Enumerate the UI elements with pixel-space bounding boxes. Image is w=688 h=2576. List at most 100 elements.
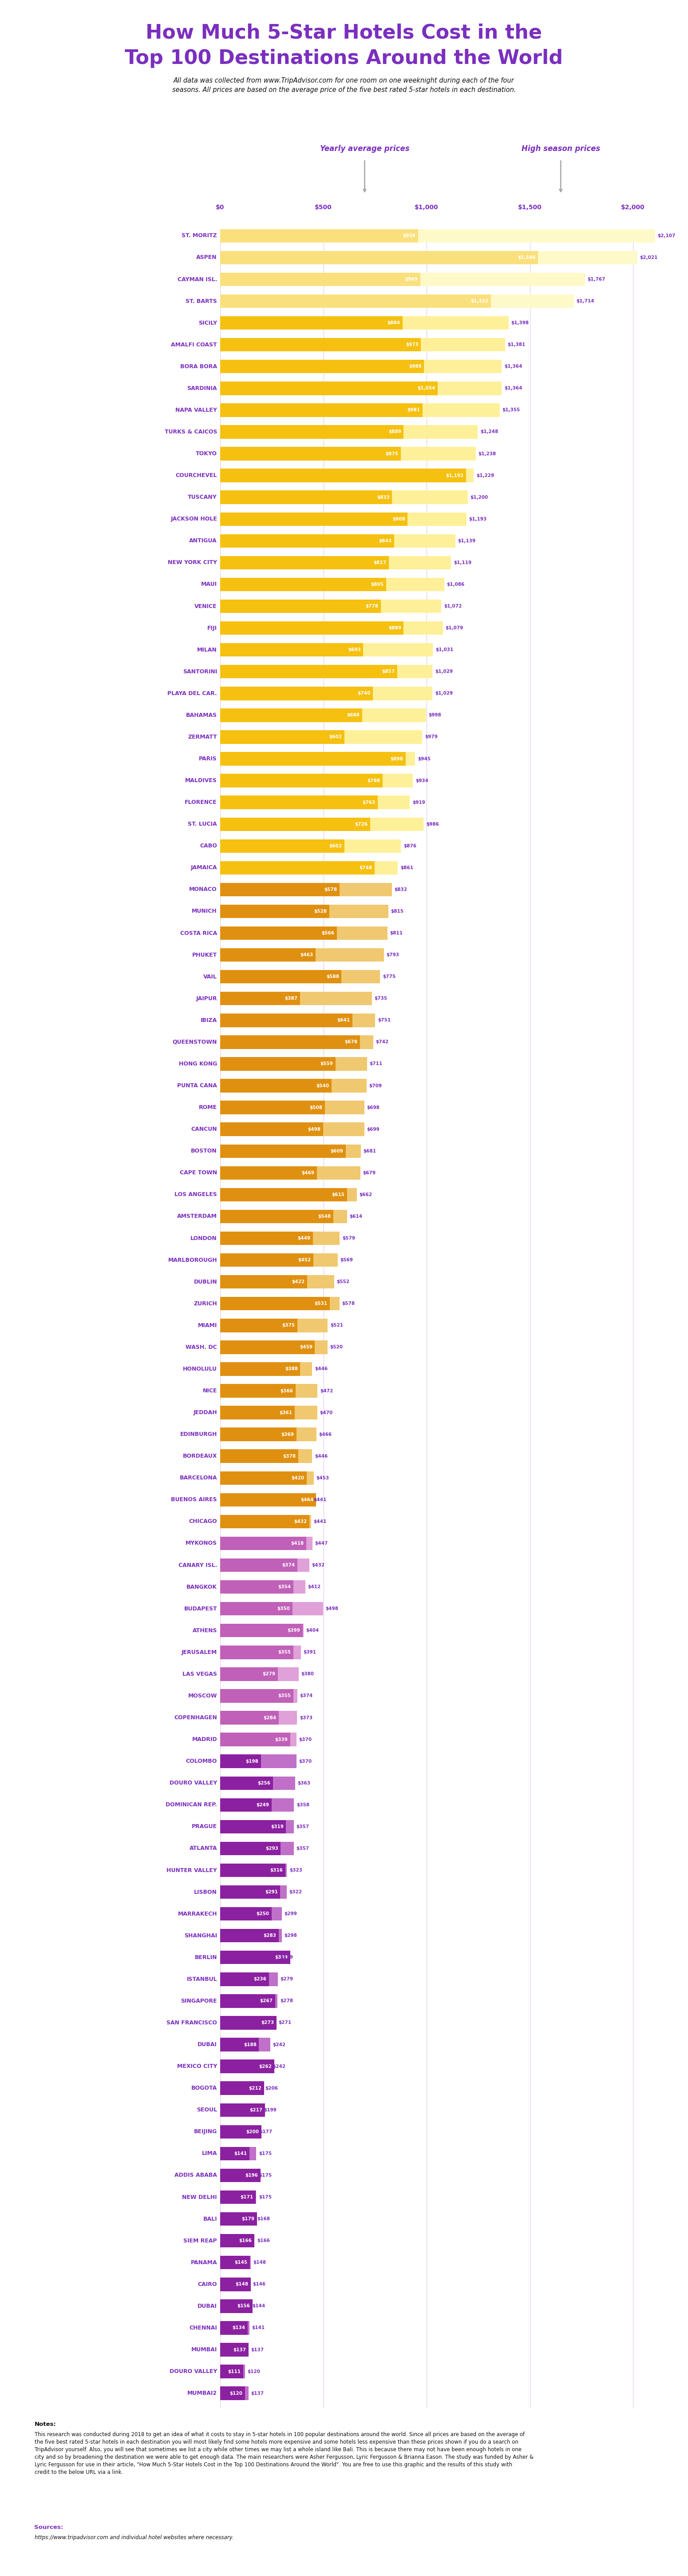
Text: $171: $171 (240, 2195, 253, 2200)
Text: FLORENCE: FLORENCE (185, 799, 217, 806)
Bar (220, 1646, 301, 1659)
Bar (220, 294, 491, 309)
Text: https://www.tripadvisor.com and individual hotel websites where necessary.: https://www.tripadvisor.com and individu… (34, 2535, 233, 2540)
Bar (220, 688, 433, 701)
Text: $2,021: $2,021 (640, 255, 658, 260)
Bar (220, 2300, 252, 2313)
Bar (220, 1950, 278, 1963)
Text: COLOMBO: COLOMBO (186, 1759, 217, 1765)
Bar (220, 1734, 297, 1747)
Text: $284: $284 (264, 1716, 277, 1721)
Text: $578: $578 (324, 886, 337, 891)
Text: $1,200: $1,200 (471, 495, 488, 500)
Bar (220, 665, 433, 677)
Bar (220, 1363, 300, 1376)
Text: $374: $374 (300, 1692, 313, 1698)
Text: $945: $945 (418, 757, 431, 760)
Text: ISTANBUL: ISTANBUL (186, 1976, 217, 1981)
Text: COPENHAGEN: COPENHAGEN (174, 1716, 217, 1721)
Text: MUMBAI: MUMBAI (191, 2347, 217, 2352)
Text: $156: $156 (237, 2303, 250, 2308)
Bar (220, 1427, 297, 1440)
Bar (220, 1538, 312, 1551)
Text: $420: $420 (292, 1476, 304, 1481)
Text: HONG KONG: HONG KONG (179, 1061, 217, 1066)
Text: $981: $981 (407, 407, 420, 412)
Text: $404: $404 (306, 1628, 319, 1633)
Bar (220, 1602, 292, 1615)
Bar (220, 708, 362, 721)
Bar (220, 1296, 339, 1311)
Text: $120: $120 (230, 2391, 242, 2396)
Text: $273: $273 (261, 2020, 274, 2025)
Text: $299: $299 (284, 1911, 297, 1917)
Text: $569: $569 (340, 1257, 353, 1262)
Bar (220, 729, 345, 744)
Text: ST. BARTS: ST. BARTS (186, 299, 217, 304)
Text: $751: $751 (378, 1018, 391, 1023)
Text: $711: $711 (369, 1061, 383, 1066)
Text: MYKONOS: MYKONOS (186, 1540, 217, 1546)
Text: How Much 5-Star Hotels Cost in the: How Much 5-Star Hotels Cost in the (146, 23, 542, 41)
Bar (220, 1906, 272, 1922)
Bar (220, 533, 455, 549)
Text: CAIRO: CAIRO (197, 2282, 217, 2287)
Bar (220, 513, 407, 526)
Bar (220, 469, 474, 482)
Text: $614: $614 (350, 1213, 363, 1218)
Text: $146: $146 (252, 2282, 266, 2287)
Text: $250: $250 (257, 1911, 269, 1917)
Text: $678: $678 (345, 1041, 358, 1043)
Text: $1,355: $1,355 (502, 407, 520, 412)
Text: $175: $175 (259, 2151, 272, 2156)
Bar (220, 1167, 317, 1180)
Text: $144: $144 (252, 2303, 266, 2308)
Bar (220, 1950, 290, 1963)
Text: $1,381: $1,381 (508, 343, 526, 348)
Text: PLAYA DEL CAR.: PLAYA DEL CAR. (167, 690, 217, 696)
Bar (220, 2385, 245, 2401)
Text: $609: $609 (330, 1149, 343, 1154)
Text: $283: $283 (264, 1935, 276, 1937)
Bar (220, 1602, 323, 1615)
Text: $528: $528 (314, 909, 327, 914)
Bar (220, 773, 413, 788)
Text: MARLBOROUGH: MARLBOROUGH (168, 1257, 217, 1262)
Bar (220, 665, 397, 677)
Text: $291: $291 (265, 1891, 278, 1893)
Text: $449: $449 (297, 1236, 310, 1242)
Text: SICILY: SICILY (198, 319, 217, 325)
Text: EDINBURGH: EDINBURGH (180, 1432, 217, 1437)
Text: Yearly average prices: Yearly average prices (320, 144, 409, 152)
Bar (220, 2365, 243, 2378)
Text: $735: $735 (374, 997, 387, 999)
Bar (220, 971, 341, 984)
Bar (220, 1036, 374, 1048)
Text: LIMA: LIMA (202, 2151, 217, 2156)
Bar (220, 229, 655, 242)
Text: $453: $453 (316, 1476, 329, 1481)
Text: $498: $498 (308, 1128, 321, 1131)
Text: LONDON: LONDON (191, 1236, 217, 1242)
Text: $520: $520 (330, 1345, 343, 1350)
Text: MIAMI: MIAMI (198, 1321, 217, 1329)
Text: $358: $358 (297, 1803, 310, 1808)
Bar (220, 948, 316, 961)
Text: $366: $366 (280, 1388, 293, 1394)
Text: $357: $357 (297, 1824, 309, 1829)
Bar (220, 2385, 248, 2401)
Bar (220, 971, 380, 984)
Bar (220, 1690, 294, 1703)
Bar (220, 2344, 248, 2357)
Text: $1,029: $1,029 (435, 690, 453, 696)
Text: ST. MORITZ: ST. MORITZ (182, 232, 217, 240)
Text: PARIS: PARIS (199, 755, 217, 762)
Text: BEIJING: BEIJING (194, 2128, 217, 2136)
Text: $375: $375 (282, 1324, 295, 1327)
Text: $361: $361 (279, 1412, 292, 1414)
Text: $979: $979 (424, 734, 438, 739)
Text: $988: $988 (409, 363, 422, 368)
Bar (220, 2190, 256, 2205)
Bar (220, 425, 477, 438)
Text: BORA BORA: BORA BORA (180, 363, 217, 368)
